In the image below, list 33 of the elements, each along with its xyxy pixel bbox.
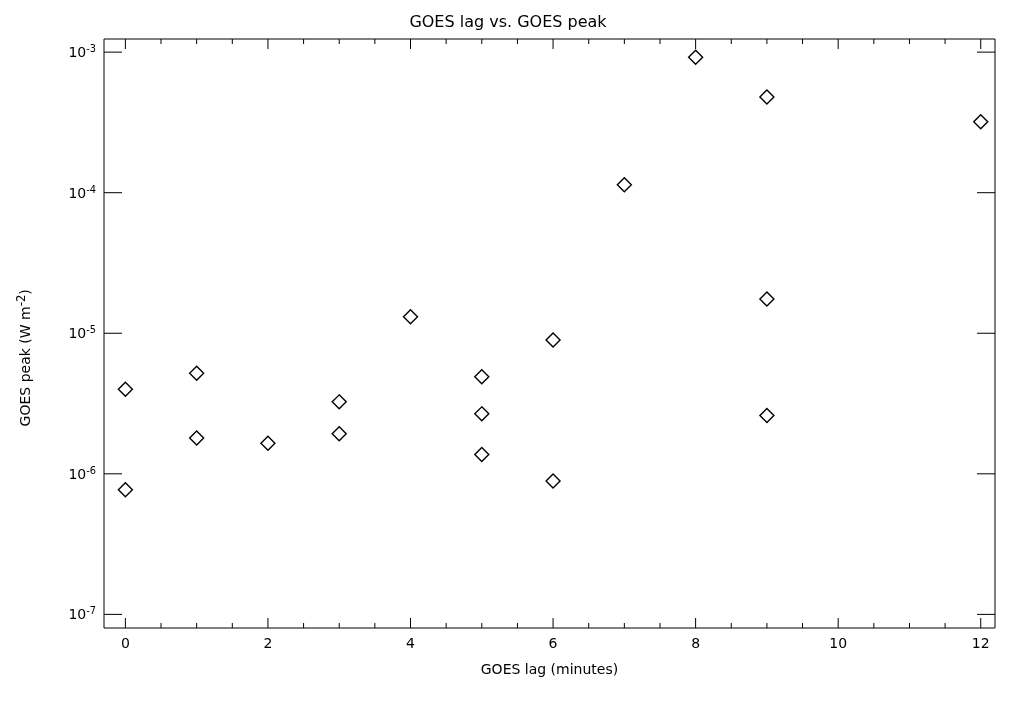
point (188, 365, 205, 381)
point (117, 482, 134, 498)
chart-title: GOES lag vs. GOES peak (408, 12, 608, 31)
point (759, 291, 775, 307)
x-tick-label: 4 (406, 635, 416, 651)
y-tick-label: 10$^{-7}$ (68, 604, 96, 623)
point (331, 394, 347, 410)
y-tick-label: 10$^{-6}$ (68, 464, 96, 482)
point (616, 176, 633, 193)
x-tick-label: 10 (829, 635, 848, 651)
point (188, 430, 205, 446)
point (545, 473, 561, 489)
x-tick-label: 8 (691, 635, 701, 651)
point (545, 332, 561, 348)
point (260, 435, 276, 451)
point (402, 309, 419, 325)
point (759, 89, 775, 105)
y-tick-label: 10$^{-5}$ (68, 323, 96, 342)
point (474, 369, 490, 385)
point (474, 406, 490, 422)
point (474, 446, 490, 463)
point (331, 425, 347, 442)
x-tick-label: 2 (263, 635, 273, 651)
point (117, 381, 134, 397)
y-tick-label: 10$^{-3}$ (68, 42, 96, 61)
y-tick-label: 10$^{-4}$ (68, 183, 96, 201)
point (759, 407, 775, 424)
point (973, 113, 989, 130)
point (687, 49, 704, 65)
x-tick-label: 0 (120, 635, 130, 651)
x-tick-label: 12 (971, 635, 990, 651)
x-axis-title: GOES lag (minutes) (480, 661, 619, 677)
x-tick-label: 6 (548, 635, 558, 651)
